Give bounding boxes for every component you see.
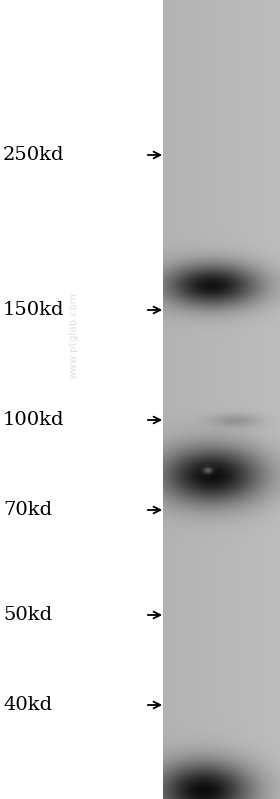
Text: 250kd: 250kd	[3, 146, 64, 164]
Text: www.ptglab.com: www.ptglab.com	[68, 292, 78, 379]
Text: 100kd: 100kd	[3, 411, 64, 429]
Text: 150kd: 150kd	[3, 301, 64, 319]
Text: 50kd: 50kd	[3, 606, 52, 624]
Text: 70kd: 70kd	[3, 501, 52, 519]
Text: 40kd: 40kd	[3, 696, 52, 714]
